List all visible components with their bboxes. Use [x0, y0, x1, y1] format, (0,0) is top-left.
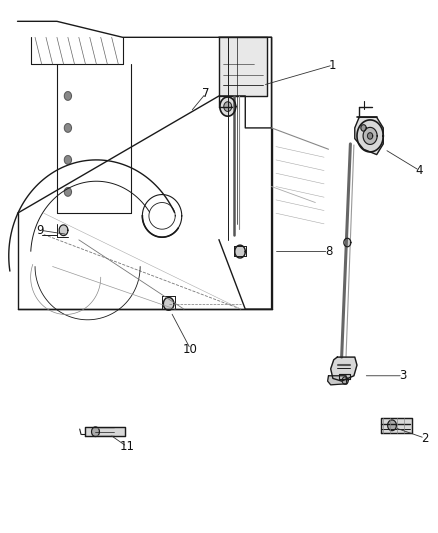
Polygon shape: [388, 420, 396, 431]
Polygon shape: [342, 377, 348, 384]
Polygon shape: [64, 92, 71, 100]
Polygon shape: [64, 156, 71, 164]
Text: 8: 8: [325, 245, 332, 258]
Polygon shape: [59, 225, 68, 236]
Polygon shape: [361, 125, 366, 131]
Polygon shape: [85, 427, 125, 436]
Polygon shape: [331, 357, 357, 381]
Text: 4: 4: [416, 164, 424, 177]
Polygon shape: [344, 238, 351, 247]
Text: 2: 2: [421, 432, 429, 445]
Text: 3: 3: [399, 369, 406, 382]
Text: 11: 11: [120, 440, 134, 453]
Polygon shape: [224, 102, 232, 111]
Polygon shape: [328, 376, 347, 385]
Text: 9: 9: [36, 224, 44, 237]
Polygon shape: [355, 117, 383, 155]
Polygon shape: [64, 124, 71, 132]
Polygon shape: [219, 37, 267, 96]
Polygon shape: [235, 245, 245, 258]
Polygon shape: [220, 97, 236, 116]
Text: 1: 1: [329, 59, 337, 71]
Polygon shape: [92, 427, 99, 437]
Polygon shape: [64, 188, 71, 196]
Polygon shape: [381, 418, 412, 433]
Polygon shape: [339, 374, 350, 379]
Polygon shape: [163, 297, 174, 310]
Text: 7: 7: [202, 87, 210, 100]
Polygon shape: [363, 127, 377, 144]
Polygon shape: [367, 133, 373, 139]
Text: 10: 10: [183, 343, 198, 356]
Polygon shape: [357, 120, 383, 152]
